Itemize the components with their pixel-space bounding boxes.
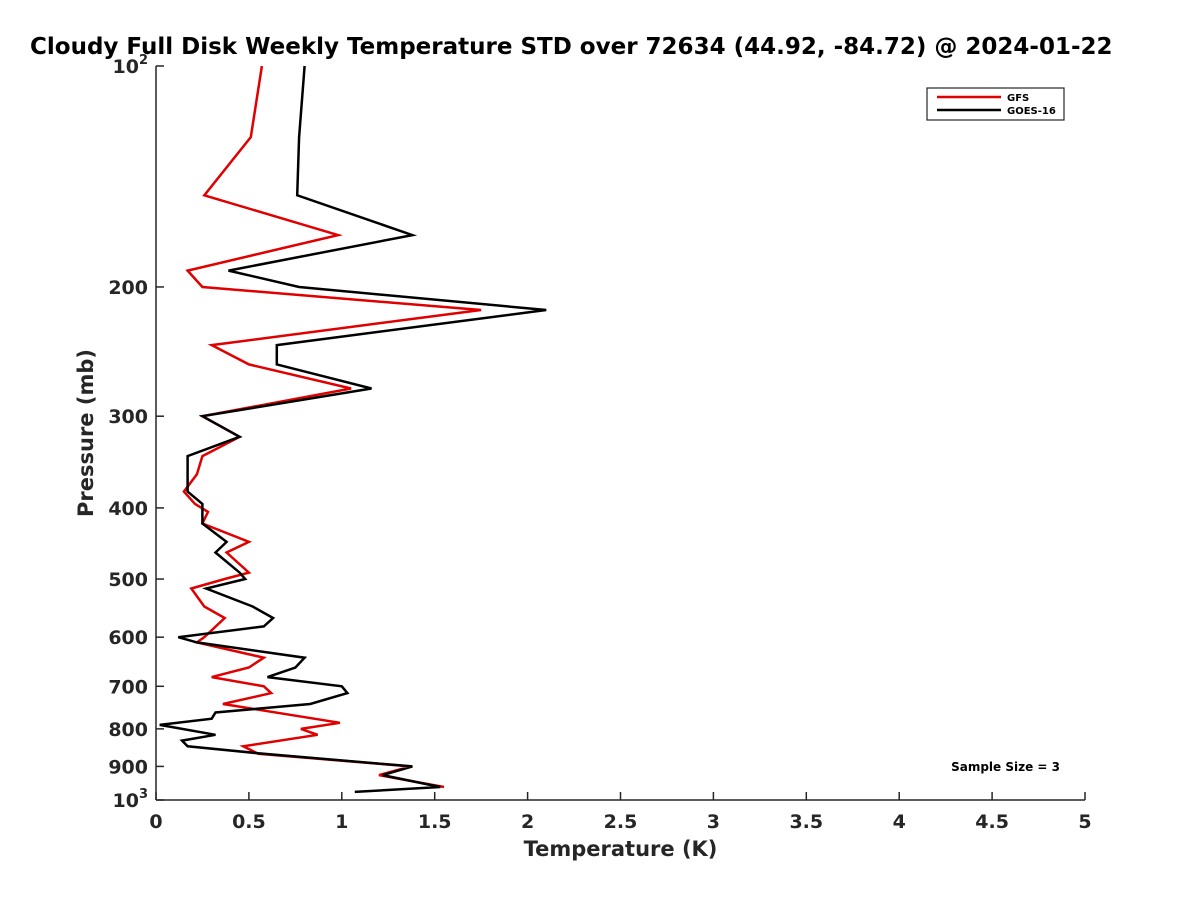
x-tick-label: 2.5 — [604, 811, 638, 833]
x-tick-label: 0.5 — [232, 811, 266, 833]
x-tick-label: 0 — [149, 811, 162, 833]
x-tick-label: 2 — [521, 811, 534, 833]
chart-title: Cloudy Full Disk Weekly Temperature STD … — [30, 34, 1113, 60]
y-tick-label: 900 — [108, 756, 148, 778]
x-axis-label: Temperature (K) — [524, 837, 718, 861]
x-tick-label: 4.5 — [975, 811, 1009, 833]
plot-area — [155, 65, 1085, 801]
legend-entry-label: GOES-16 — [1007, 106, 1056, 117]
legend-box — [926, 87, 1065, 121]
x-tick-label: 4 — [893, 811, 906, 833]
x-tick-label: 1.5 — [418, 811, 452, 833]
y-tick-label: 500 — [108, 569, 148, 591]
y-tick-label: 300 — [108, 406, 148, 428]
sample-size-annotation: Sample Size = 3 — [951, 760, 1060, 774]
y-tick-label: 200 — [108, 277, 148, 299]
x-tick-label: 5 — [1078, 811, 1091, 833]
series-line-goes-16 — [159, 65, 547, 794]
y-axis-label: Pressure (mb) — [74, 349, 98, 517]
x-tick-label: 1 — [335, 811, 348, 833]
legend: GFS GOES-16 — [926, 87, 1065, 121]
series-line-gfs — [182, 65, 482, 789]
y-tick-label: 600 — [108, 627, 148, 649]
legend-entry-label: GFS — [1007, 93, 1029, 104]
y-tick-label: 700 — [108, 676, 148, 698]
y-tick-label: 800 — [108, 719, 148, 741]
x-tick-label: 3 — [707, 811, 720, 833]
y-tick-label: 103 — [113, 787, 149, 812]
y-axis-ticks: 102 200 300 400 500 600 700 800 900 103 — [108, 53, 164, 812]
x-axis-ticks: 0 0.5 1 1.5 2 2.5 3 3.5 4 4.5 5 — [149, 792, 1092, 833]
y-tick-label: 400 — [108, 498, 148, 520]
y-tick-label: 102 — [113, 53, 149, 78]
x-tick-label: 3.5 — [789, 811, 823, 833]
